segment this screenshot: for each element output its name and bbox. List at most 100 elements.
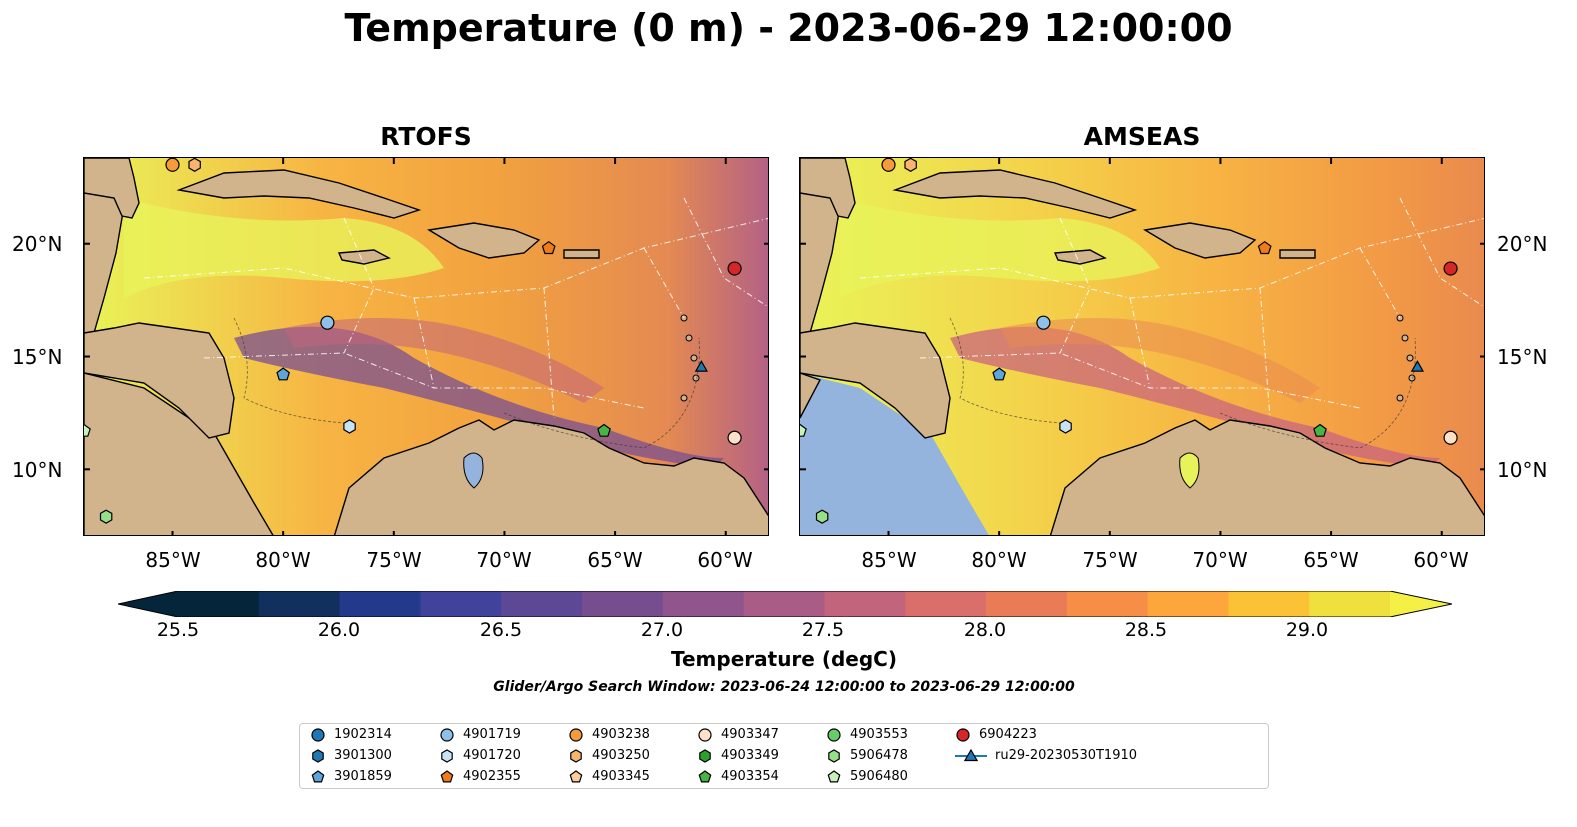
float-marker-4903238	[165, 158, 180, 172]
float-marker-3901859	[276, 367, 291, 381]
colorbar-label: Temperature (degC)	[671, 647, 897, 671]
circle-marker-icon	[569, 728, 583, 742]
circle-marker-icon	[956, 728, 970, 742]
legend-label: 4903354	[721, 769, 779, 784]
hexagon-marker-icon	[570, 749, 582, 763]
colorbar-segment	[1228, 591, 1310, 617]
legend-label: 4903238	[592, 727, 650, 742]
pentagon-marker-icon	[440, 770, 454, 783]
float-marker-3901859	[992, 367, 1007, 381]
legend-entry: 5906480	[826, 767, 908, 787]
legend-entry: ru29-20230530T1910	[955, 746, 1137, 766]
colorbar-tick: 27.0	[640, 619, 684, 641]
float-marker-5906478	[99, 509, 113, 524]
colorbar-segment	[501, 591, 583, 617]
colorbar-tick: 28.0	[963, 619, 1007, 641]
legend-label: 6904223	[979, 727, 1037, 742]
colorbar-segment	[986, 591, 1068, 617]
lon-label-80w: 80°W	[255, 548, 311, 572]
legend-entry: 4903250	[568, 746, 650, 766]
legend-label: 4903349	[721, 748, 779, 763]
pentagon-marker-icon	[827, 770, 841, 783]
legend-label: 4902355	[463, 769, 521, 784]
float-marker-4902355	[541, 240, 556, 255]
legend-label: 4901720	[463, 748, 521, 763]
colorbar-extend-low	[118, 591, 178, 617]
legend-label: 4901719	[463, 727, 521, 742]
legend-label: 3901300	[334, 748, 392, 763]
legend-label: 4903347	[721, 727, 779, 742]
colorbar-segment	[743, 591, 825, 617]
map-panel-rtofs[interactable]	[83, 157, 769, 536]
legend-label: 1902314	[334, 727, 392, 742]
colorbar-segment	[824, 591, 906, 617]
lon-label-75w: 75°W	[366, 548, 422, 572]
float-marker-4903250	[904, 158, 917, 172]
hexagon-marker-icon	[441, 749, 453, 763]
colorbar-tick: 25.5	[156, 619, 200, 641]
colorbar-segment	[905, 591, 987, 617]
circle-marker-icon	[698, 728, 712, 742]
float-marker-4901719	[320, 315, 335, 330]
float-marker-4901719	[1036, 315, 1051, 330]
float-marker-6904223	[727, 261, 742, 276]
float-marker-4903347	[1443, 430, 1458, 445]
legend: 1902314 3901300 3901859 4901719 4901720 49023…	[299, 723, 1269, 789]
legend-entry: 4903347	[697, 725, 779, 745]
float-marker-4903250	[188, 158, 201, 172]
pentagon-marker-icon	[569, 770, 583, 783]
lon-label-60w-right: 60°W	[1413, 548, 1469, 572]
colorbar-segment	[178, 591, 260, 617]
legend-entry: 5906478	[826, 746, 908, 766]
colorbar-segment	[420, 591, 502, 617]
lat-label-15n: 15°N	[12, 345, 63, 369]
legend-label: 5906480	[850, 769, 908, 784]
colorbar-segment	[258, 591, 341, 617]
colorbar-tick: 29.0	[1285, 619, 1329, 641]
float-marker-ru29-20230530T1910	[694, 360, 709, 372]
hexagon-marker-icon	[828, 749, 840, 763]
colorbar-segment	[582, 591, 664, 617]
colorbar-segment	[339, 591, 421, 617]
lon-label-75w-right: 75°W	[1082, 548, 1138, 572]
lat-label-10n-right: 10°N	[1497, 458, 1548, 482]
map-panel-amseas[interactable]	[799, 157, 1485, 536]
lon-label-85w: 85°W	[145, 548, 201, 572]
circle-marker-icon	[827, 728, 841, 742]
legend-entry: 4903238	[568, 725, 650, 745]
legend-entry: 4903553	[826, 725, 908, 745]
legend-entry: 4901719	[439, 725, 521, 745]
triangle-marker-icon	[955, 748, 987, 762]
float-marker-4903347	[727, 430, 742, 445]
legend-label: 4903553	[850, 727, 908, 742]
figure-title: Temperature (0 m) - 2023-06-29 12:00:00	[344, 6, 1233, 50]
float-marker-6904223	[1443, 261, 1458, 276]
colorbar-segment	[1147, 591, 1229, 617]
lon-label-60w: 60°W	[697, 548, 753, 572]
legend-entry: 4903345	[568, 767, 650, 787]
float-marker-5906480	[800, 423, 807, 437]
colorbar	[117, 590, 1453, 618]
legend-entry: 3901859	[310, 767, 392, 787]
legend-label: 4903345	[592, 769, 650, 784]
legend-entry: 4903354	[697, 767, 779, 787]
lon-label-65w: 65°W	[587, 548, 643, 572]
colorbar-extend-high	[1390, 591, 1452, 617]
legend-label: 5906478	[850, 748, 908, 763]
lat-label-20n: 20°N	[12, 232, 63, 256]
legend-entry: 3901300	[310, 746, 392, 766]
search-window-caption: Glider/Argo Search Window: 2023-06-24 12…	[493, 679, 1075, 695]
lon-label-85w-right: 85°W	[861, 548, 917, 572]
float-marker-4901720	[1059, 419, 1072, 434]
float-marker-ru29-20230530T1910	[1410, 360, 1425, 372]
colorbar-segment	[1066, 591, 1149, 617]
pentagon-marker-icon	[698, 770, 712, 783]
panel-title-rtofs: RTOFS	[380, 122, 472, 151]
colorbar-tick: 28.5	[1124, 619, 1168, 641]
colorbar-tick: 26.0	[317, 619, 361, 641]
float-marker-4903238	[881, 158, 896, 172]
hexagon-marker-icon	[312, 749, 324, 763]
circle-marker-icon	[311, 728, 325, 742]
colorbar-segment	[1309, 591, 1391, 617]
float-marker-5906478	[815, 509, 829, 524]
